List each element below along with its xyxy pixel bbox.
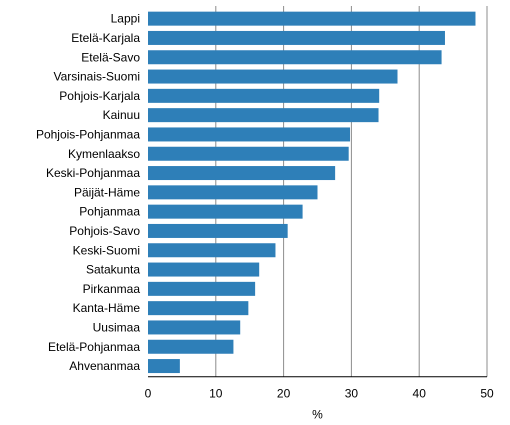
category-label: Pohjois-Savo (69, 224, 140, 238)
bar (148, 50, 442, 65)
category-label: Satakunta (86, 263, 140, 277)
x-tick-label: 50 (480, 387, 494, 401)
category-label: Päijät-Häme (74, 185, 140, 199)
x-tick-label: 20 (277, 387, 291, 401)
bar (148, 320, 241, 335)
category-label: Pohjois-Pohjanmaa (36, 127, 140, 141)
category-label: Kymenlaakso (68, 147, 140, 161)
x-tick-label: 10 (209, 387, 223, 401)
bar (148, 185, 318, 200)
x-tick-label: 0 (145, 387, 152, 401)
bar (148, 204, 303, 219)
bars (148, 11, 476, 374)
category-label: Ahvenanmaa (69, 359, 140, 373)
category-label: Pohjois-Karjala (59, 89, 140, 103)
bar (148, 30, 445, 45)
bar (148, 243, 276, 258)
x-tick-label: 30 (345, 387, 359, 401)
category-label: Lappi (111, 12, 140, 26)
bar (148, 146, 349, 161)
category-label: Pirkanmaa (83, 282, 141, 296)
x-axis-title: % (312, 408, 323, 422)
bar (148, 11, 476, 26)
bar (148, 339, 234, 354)
bar (148, 359, 180, 374)
category-labels: Lappi Etelä-Karjala Etelä-Savo Varsinais-Su… (36, 12, 140, 373)
category-label: Keski-Pohjanmaa (46, 166, 140, 180)
bar (148, 262, 260, 277)
category-label: Etelä-Karjala (71, 31, 140, 45)
category-label: Pohjanmaa (79, 205, 140, 219)
x-tick-labels: 0 10 20 30 40 50 (145, 387, 494, 401)
category-label: Kanta-Häme (73, 301, 141, 315)
bar (148, 223, 288, 238)
bar (148, 88, 380, 103)
bar (148, 108, 379, 123)
bar (148, 127, 351, 142)
category-label: Kainuu (103, 108, 140, 122)
category-label: Etelä-Savo (81, 50, 140, 64)
category-label: Uusimaa (93, 320, 141, 334)
category-label: Keski-Suomi (73, 243, 140, 257)
x-tick-label: 40 (413, 387, 427, 401)
category-label: Etelä-Pohjanmaa (48, 340, 140, 354)
bar (148, 69, 398, 84)
bar (148, 301, 249, 316)
bar (148, 166, 336, 181)
bar (148, 281, 256, 296)
category-label: Varsinais-Suomi (54, 70, 140, 84)
